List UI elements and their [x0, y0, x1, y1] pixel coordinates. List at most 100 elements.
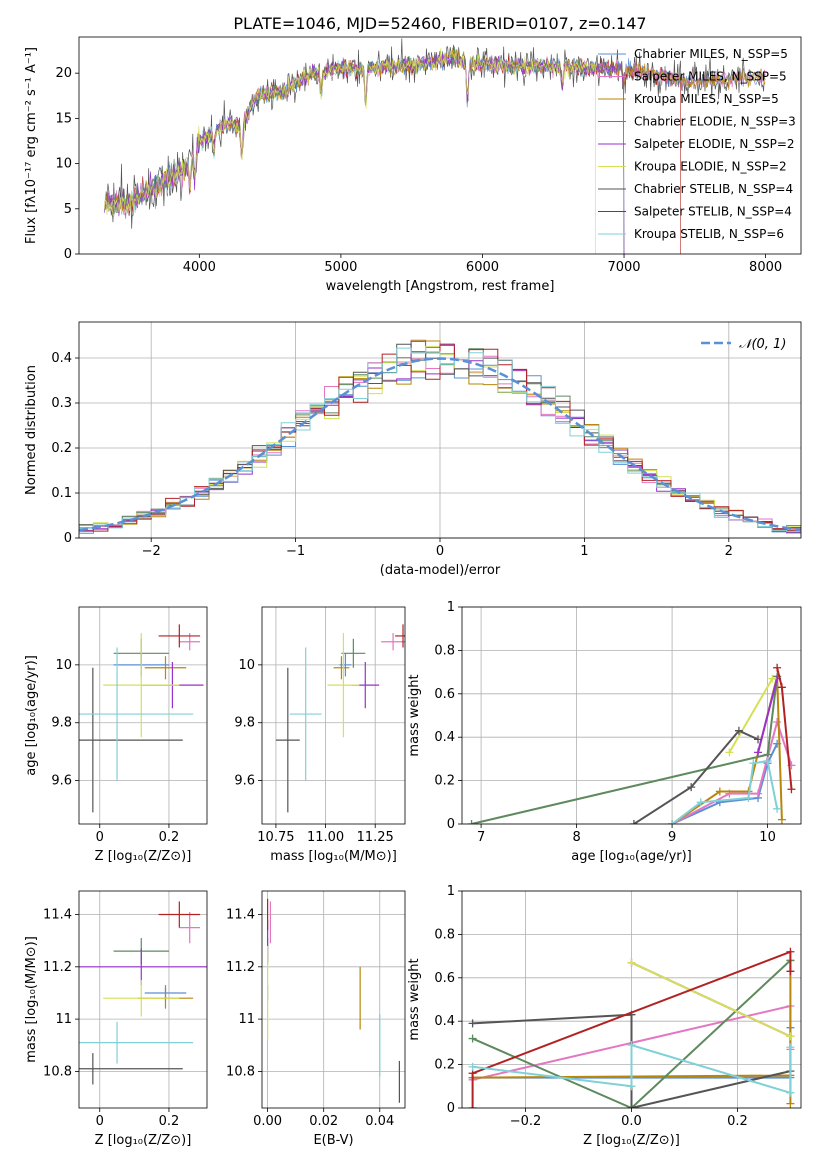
z-age-xtick-label: 0.2: [159, 830, 180, 845]
residuals-xlabel: (data-model)/error: [380, 563, 501, 578]
z-mass-ytick-label: 11.2: [43, 960, 72, 975]
z-mass-ytick-label: 11: [55, 1012, 72, 1027]
residuals-ytick-label: 0.4: [51, 351, 72, 366]
mass-age-xtick-label: 11.00: [307, 830, 344, 845]
age-weight-marker-8: [749, 759, 758, 768]
z-age-plot-area: [79, 624, 204, 813]
z-weight-xtick-label: 0.0: [621, 1114, 642, 1129]
spectrum-legend-label-7: Salpeter STELIB, N_SSP=4: [634, 205, 792, 219]
z-age-xtick-label: 0: [96, 830, 104, 845]
age-weight-marker-3: [467, 820, 476, 824]
spectrum-title: PLATE=1046, MJD=52460, FIBERID=0107, z=0…: [233, 14, 646, 33]
age-weight-ytick-label: 0.8: [434, 643, 455, 658]
z-weight-marker-3: [468, 1034, 477, 1043]
age-weight-marker-6: [629, 820, 638, 824]
spectrum-legend-label-5: Kroupa ELODIE, N_SSP=2: [634, 160, 787, 174]
z-weight-marker-6: [627, 1104, 636, 1108]
z-weight-ytick-label: 0: [447, 1101, 455, 1116]
z-mass-xlabel: Z [log₁₀(Z/Z⊙)]: [95, 1133, 192, 1148]
z-weight-marker-7: [468, 1104, 477, 1108]
z-weight-ytick-label: 0.2: [434, 1058, 455, 1073]
spectrum-ytick-label: 0: [64, 247, 72, 262]
ebv-mass-ytick-label: 11.4: [226, 908, 255, 923]
age-weight-xtick-label: 10: [759, 830, 776, 845]
age-weight-marker-4: [754, 748, 763, 757]
residuals-xtick-label: −1: [286, 544, 305, 559]
ebv-mass-xtick-label: 0.02: [309, 1114, 338, 1129]
age-weight-ytick-label: 0: [447, 817, 455, 832]
ebv-mass-xtick-label: 0.00: [253, 1114, 282, 1129]
z-weight-marker-8: [786, 1088, 795, 1097]
age-weight-marker-6: [754, 735, 763, 744]
z-weight-series-5: [631, 961, 791, 1038]
age-weight-marker-5: [768, 674, 777, 683]
age-weight-series-8: [671, 759, 779, 824]
residual-hist-7: [79, 344, 801, 534]
spectrum-xtick-label: 7000: [607, 260, 640, 275]
mass-age-xlabel: mass [log₁₀(M/M⊙)]: [270, 849, 397, 864]
age-weight-marker-7: [787, 785, 796, 794]
mass-age-ytick-label: 9.8: [234, 716, 255, 731]
z-weight-marker-6: [468, 1019, 477, 1028]
z-weight-ytick-label: 0.6: [434, 971, 455, 986]
residuals-ytick-label: 0: [64, 531, 72, 546]
age-weight-series-6: [633, 729, 759, 824]
z-weight-ytick-label: 1: [447, 884, 455, 899]
residuals-xtick-label: 1: [580, 544, 588, 559]
z-weight-marker-5: [627, 958, 636, 967]
z-weight-marker-8: [627, 1082, 636, 1091]
z-age-ytick-label: 10: [55, 658, 72, 673]
ebv-mass-xlabel: E(B-V): [313, 1133, 353, 1148]
z-mass-frame: [78, 890, 208, 1109]
z-weight-plot-area: [468, 947, 795, 1108]
age-weight-marker-7: [773, 663, 782, 672]
residuals-ytick-label: 0.3: [51, 396, 72, 411]
z-age-ytick-label: 9.8: [51, 716, 72, 731]
mass-age-plot-area: [275, 624, 405, 813]
z-weight-ytick-label: 0.4: [434, 1014, 455, 1029]
age-weight-marker-2: [715, 787, 724, 796]
z-weight-series-3: [472, 959, 792, 1108]
z-weight-marker-8: [786, 1043, 795, 1052]
age-weight-frame: [461, 606, 802, 825]
z-weight-marker-8: [468, 1062, 477, 1071]
residuals-ytick-label: 0.2: [51, 441, 72, 456]
age-weight-ytick-label: 0.4: [434, 730, 455, 745]
age-weight-plot-area: [467, 663, 796, 824]
spectrum-xlabel: wavelength [Angstrom, rest frame]: [326, 279, 555, 294]
residuals-xtick-label: −2: [142, 544, 161, 559]
z-mass-plot-area: [79, 901, 207, 1085]
age-weight-xtick-label: 9: [668, 830, 676, 845]
spectrum-ylabel: Flux [fλ10⁻¹⁷ erg cm⁻² s⁻¹ A⁻¹]: [24, 47, 39, 244]
z-weight-xlabel: Z [log₁₀(Z/Z⊙)]: [583, 1133, 680, 1148]
spectrum-ytick-label: 10: [55, 157, 72, 172]
ebv-mass-xtick-label: 0.04: [365, 1114, 394, 1129]
ebv-mass-frame: [261, 890, 406, 1109]
ebv-mass-ytick-label: 10.8: [226, 1064, 255, 1079]
spectrum-legend-label-6: Chabrier STELIB, N_SSP=4: [634, 182, 793, 196]
spectrum-legend-label-2: Kroupa MILES, N_SSP=5: [634, 92, 779, 106]
spectrum-line-3: [104, 46, 625, 254]
residuals-plot-area: [79, 339, 801, 537]
residual-legend-label: 𝒩(0, 1): [739, 337, 786, 352]
mass-age-frame: [261, 606, 406, 825]
z-weight-marker-5: [786, 1032, 795, 1041]
spectrum-line-7: [104, 51, 681, 254]
age-weight-marker-8: [773, 804, 782, 813]
spectrum-xtick-label: 5000: [324, 260, 357, 275]
z-weight-marker-2: [786, 1099, 795, 1108]
age-weight-marker-7: [777, 683, 786, 692]
z-age-xlabel: Z [log₁₀(Z/Z⊙)]: [95, 849, 192, 864]
age-weight-marker-6: [687, 783, 696, 792]
z-weight-frame: [461, 890, 802, 1109]
mass-age-xtick-label: 11.25: [357, 830, 394, 845]
spectrum-ytick-label: 20: [55, 66, 72, 81]
z-age-ytick-label: 9.6: [51, 774, 72, 789]
age-weight-xlabel: age [log₁₀(age/yr)]: [571, 849, 692, 864]
spectrum-legend-label-8: Kroupa STELIB, N_SSP=6: [634, 227, 784, 241]
age-weight-marker-2: [777, 815, 786, 824]
spectrum-legend-label-0: Chabrier MILES, N_SSP=5: [634, 47, 788, 61]
age-weight-ylabel: mass weight: [407, 674, 422, 756]
spectrum-line-5: [104, 48, 596, 254]
